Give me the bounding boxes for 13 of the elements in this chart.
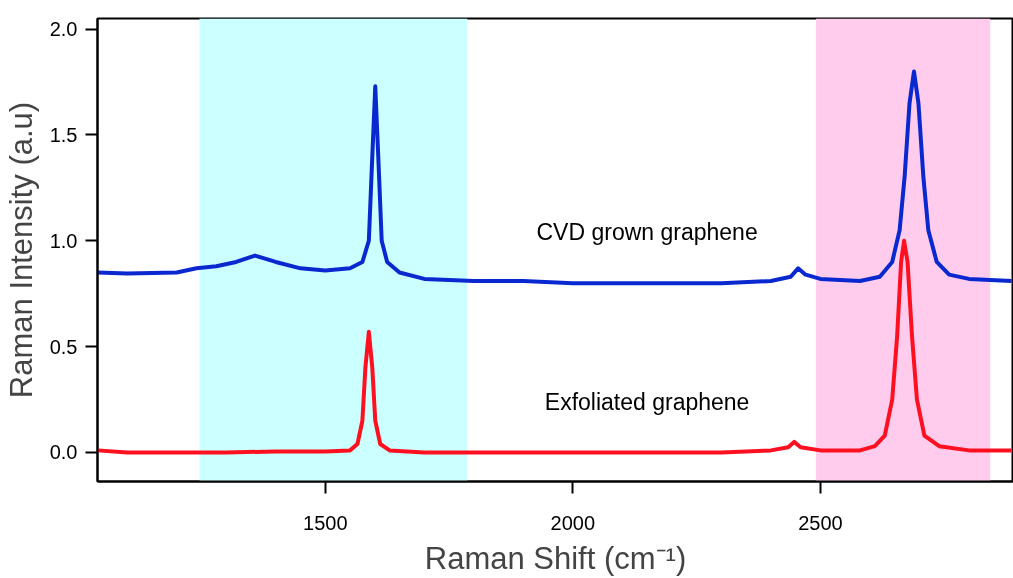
x-axis-title: Raman Shift (cm⁻¹) — [424, 540, 687, 576]
y-tick-label: 2.0 — [49, 18, 78, 41]
y-tick-label: 0.0 — [49, 441, 78, 464]
x-tick-label: 2000 — [550, 511, 596, 534]
y-axis-title: Raman Intensity (a.u) — [3, 101, 39, 399]
series-label: CVD grown graphene — [536, 219, 758, 246]
line-series — [97, 69, 1013, 286]
y-tick-label: 1.0 — [49, 229, 78, 252]
x-tick-label: 2500 — [798, 511, 843, 534]
x-tick-label: 1500 — [303, 511, 348, 534]
series-label: Exfoliated graphene — [544, 388, 750, 415]
y-tick-label: 0.5 — [49, 335, 78, 358]
y-tick-label: 1.5 — [49, 123, 78, 146]
